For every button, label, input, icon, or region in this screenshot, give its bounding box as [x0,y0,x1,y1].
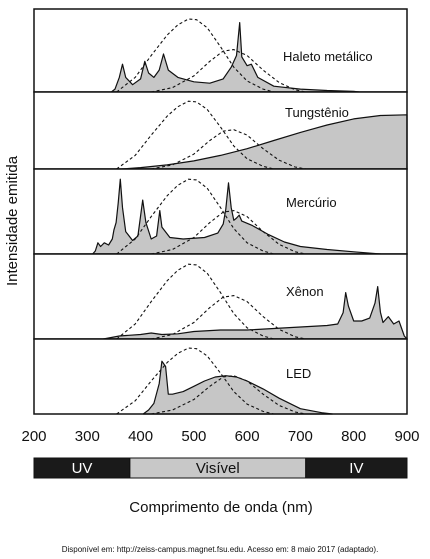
band-1-label: UV [72,460,93,477]
x-axis-label: Comprimento de onda (nm) [129,499,312,516]
panel-1-spectrum [110,22,360,93]
panel-1-background [34,9,407,92]
panel-2-spectrum [121,114,408,170]
panel-2-label: Tungstênio [285,105,349,120]
band-2-label: Visível [196,460,240,477]
panel-3: Mercúrio [33,168,408,255]
x-tick-labels: 200 300 400 500 600 700 800 900 [21,428,419,445]
x-tick-200: 200 [21,428,46,445]
panel-4-reference-curve-2 [151,295,306,340]
panel-4-reference-curve-1 [116,263,274,340]
x-tick-800: 800 [341,428,366,445]
panel-3-reference-curve-2 [151,210,306,255]
source-caption: Disponível em: http://zeiss-campus.magne… [62,545,379,554]
band-3-label: IV [349,460,363,477]
panel-5-reference-curve-1 [116,347,274,415]
panel-5-spectrum [142,360,333,415]
x-tick-900: 900 [394,428,419,445]
x-tick-300: 300 [75,428,100,445]
panel-1-reference-curve-2 [151,49,306,93]
band-3 [305,457,408,479]
panel-3-label: Mercúrio [286,195,337,210]
panel-3-spectrum [92,178,381,255]
x-tick-400: 400 [128,428,153,445]
spectrum-bands: UV Visível IV [33,457,408,479]
panel-1: Haleto metálico [33,8,408,93]
x-tick-700: 700 [288,428,313,445]
spectra-panels: Haleto metálico Tungstênio Mercúrio Xênon LE… [33,8,408,415]
panel-1-reference-curve-1 [116,18,274,93]
panel-5-label: LED [286,366,311,381]
panel-2-reference-curve-2 [151,129,306,170]
panel-4-label: Xênon [286,284,324,299]
panel-1-label: Haleto metálico [283,49,373,64]
x-tick-500: 500 [181,428,206,445]
y-axis-label: Intensidade emitida [4,155,21,286]
panel-5: LED [33,338,408,415]
x-tick-600: 600 [235,428,260,445]
panel-4: Xênon [33,253,408,340]
panel-3-reference-curve-1 [116,178,274,255]
panel-2: Tungstênio [33,91,408,170]
